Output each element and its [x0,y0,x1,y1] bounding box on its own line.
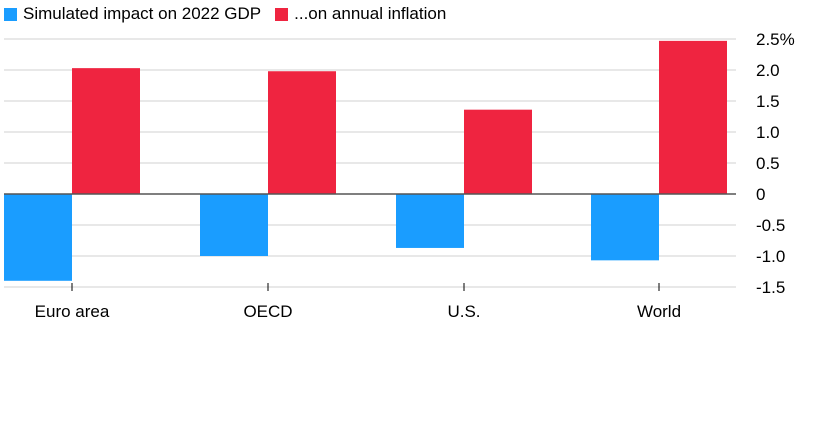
y-tick-label: 0 [756,185,765,204]
legend-label-gdp: Simulated impact on 2022 GDP [23,4,262,23]
legend-item-gdp: Simulated impact on 2022 GDP [4,4,261,24]
x-tick-label: Euro area [35,302,110,321]
bar-gdp [591,194,659,261]
y-tick-label: 2.0 [756,61,780,80]
y-tick-label: -1.5 [756,278,785,297]
x-tick-label: World [637,302,681,321]
bar-inflation [464,109,532,194]
y-tick-label: 1.0 [756,123,780,142]
bar-gdp [200,194,268,256]
y-tick-label: -1.0 [756,247,785,266]
bar-inflation [659,40,727,194]
bar-inflation [72,68,140,194]
x-tick-label: U.S. [447,302,480,321]
chart-legend: Simulated impact on 2022 GDP ...on annua… [4,3,460,25]
y-tick-label: 0.5 [756,154,780,173]
legend-item-inflation: ...on annual inflation [275,4,446,24]
legend-swatch-inflation [275,7,289,21]
y-tick-label: 2.5% [756,30,795,49]
y-tick-label: -0.5 [756,216,785,235]
bar-gdp [396,194,464,248]
legend-swatch-gdp [4,7,17,21]
y-tick-label: 1.5 [756,92,780,111]
bar-inflation [268,71,336,194]
legend-label-inflation: ...on annual inflation [294,4,447,23]
x-tick-label: OECD [243,302,292,321]
bar-gdp [4,194,72,281]
